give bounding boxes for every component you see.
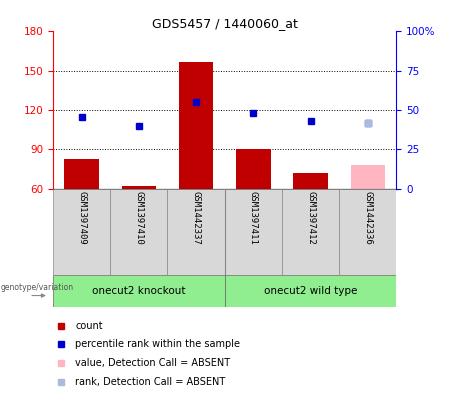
Bar [110,189,167,275]
Text: GSM1442336: GSM1442336 [363,191,372,245]
Bar [65,158,99,189]
Bar [339,189,396,275]
FancyArrowPatch shape [32,294,45,297]
Text: GSM1397410: GSM1397410 [134,191,143,245]
Text: rank, Detection Call = ABSENT: rank, Detection Call = ABSENT [76,377,226,387]
Text: GSM1442337: GSM1442337 [192,191,201,245]
Bar [53,189,110,275]
Bar [225,189,282,275]
Bar [293,173,328,189]
Text: onecut2 knockout: onecut2 knockout [92,286,186,296]
Text: GSM1397411: GSM1397411 [249,191,258,245]
Text: genotype/variation: genotype/variation [1,283,74,292]
Text: onecut2 wild type: onecut2 wild type [264,286,357,296]
Bar [351,165,385,189]
Text: count: count [76,321,103,331]
Bar [225,275,396,307]
Bar [167,189,225,275]
Text: GSM1397412: GSM1397412 [306,191,315,245]
Text: percentile rank within the sample: percentile rank within the sample [76,339,241,349]
Bar [179,62,213,189]
Bar [122,186,156,189]
Text: GSM1397409: GSM1397409 [77,191,86,245]
Bar [236,149,271,189]
Bar [53,275,225,307]
Bar [282,189,339,275]
Text: value, Detection Call = ABSENT: value, Detection Call = ABSENT [76,358,230,368]
Title: GDS5457 / 1440060_at: GDS5457 / 1440060_at [152,17,298,30]
